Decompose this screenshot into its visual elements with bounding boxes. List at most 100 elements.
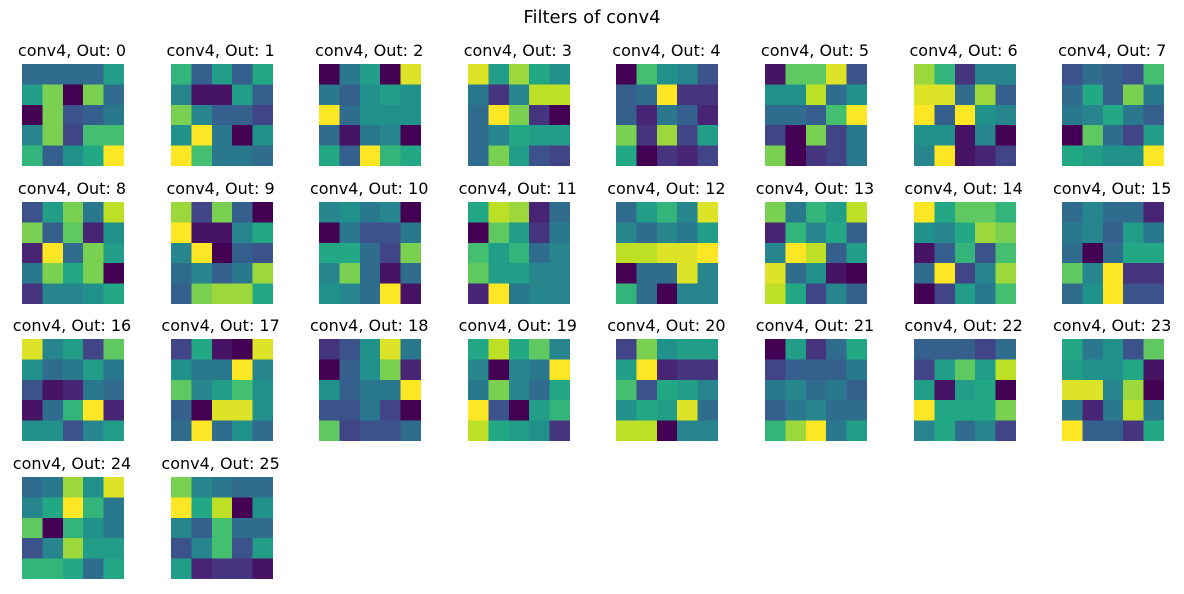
heatmap-cell [190, 558, 212, 579]
heatmap-cell [62, 497, 84, 519]
heatmap-cell [488, 64, 510, 85]
heatmap-cell [170, 537, 192, 559]
heatmap-cell [954, 84, 976, 106]
heatmap-cell [467, 283, 489, 304]
heatmap-cell [103, 497, 124, 519]
heatmap-cell [1123, 64, 1145, 85]
heatmap-cell [657, 104, 678, 126]
heatmap-cell [231, 283, 253, 304]
heatmap-cell [765, 262, 786, 284]
heatmap-cell [103, 262, 124, 284]
heatmap [170, 64, 273, 166]
heatmap-cell [42, 84, 64, 106]
heatmap-cell [826, 339, 848, 360]
heatmap-cell [170, 84, 192, 106]
heatmap-cell [231, 242, 253, 264]
heatmap-cell [616, 242, 638, 264]
panel-title: conv4, Out: 25 [161, 453, 280, 473]
heatmap-cell [103, 537, 124, 559]
heatmap-cell [785, 420, 807, 442]
heatmap-cell [1123, 125, 1145, 147]
heatmap-cell [1143, 104, 1165, 126]
heatmap-cell [974, 145, 996, 166]
heatmap-cell [211, 221, 233, 243]
heatmap-cell [528, 379, 550, 401]
heatmap-cell [400, 262, 422, 284]
heatmap-cell [62, 84, 84, 106]
heatmap-cell [190, 64, 212, 85]
heatmap-cell [1123, 359, 1145, 381]
heatmap-cell [697, 262, 719, 284]
heatmap-cell [62, 379, 84, 401]
heatmap-cell [22, 558, 43, 579]
heatmap-cell [1082, 242, 1104, 264]
heatmap-cell [22, 242, 43, 264]
heatmap-cell [83, 125, 105, 147]
heatmap-cell [22, 400, 43, 422]
heatmap-cell [1123, 145, 1145, 166]
heatmap-cell [933, 201, 955, 223]
heatmap-cell [785, 104, 807, 126]
heatmap-cell [846, 221, 867, 243]
heatmap [765, 64, 867, 166]
heatmap-cell [697, 242, 719, 264]
heatmap [22, 476, 124, 579]
heatmap-cell [1082, 359, 1104, 381]
heatmap-cell [380, 201, 402, 223]
heatmap-cell [231, 339, 253, 360]
heatmap-cell [190, 201, 212, 223]
panel-title: conv4, Out: 12 [607, 178, 726, 198]
heatmap-cell [103, 476, 124, 498]
heatmap-cell [954, 400, 976, 422]
heatmap-cell [846, 242, 867, 264]
heatmap-cell [974, 84, 996, 106]
heatmap [765, 339, 867, 442]
heatmap [467, 201, 570, 304]
heatmap [1062, 64, 1165, 166]
heatmap-cell [954, 64, 976, 85]
heatmap-cell [697, 283, 719, 304]
heatmap-cell [231, 400, 253, 422]
heatmap-cell [1062, 125, 1083, 147]
heatmap-cell [528, 242, 550, 264]
heatmap-cell [765, 125, 786, 147]
heatmap-cell [488, 379, 510, 401]
heatmap-cell [1143, 262, 1165, 284]
heatmap-cell [319, 339, 340, 360]
heatmap-cell [933, 64, 955, 85]
heatmap-cell [170, 420, 192, 442]
heatmap-cell [785, 400, 807, 422]
heatmap-cell [913, 262, 935, 284]
heatmap-cell [190, 497, 212, 519]
heatmap-cell [319, 125, 340, 147]
heatmap-cell [467, 242, 489, 264]
heatmap-cell [677, 283, 699, 304]
heatmap-cell [657, 242, 678, 264]
filter-panel: conv4, Out: 23 [1037, 316, 1184, 456]
heatmap-cell [1062, 359, 1083, 381]
heatmap-cell [826, 104, 848, 126]
heatmap-cell [528, 221, 550, 243]
heatmap-cell [549, 400, 570, 422]
heatmap-cell [62, 262, 84, 284]
heatmap-cell [319, 262, 340, 284]
heatmap-cell [1102, 125, 1124, 147]
heatmap-cell [380, 104, 402, 126]
heatmap-cell [528, 339, 550, 360]
heatmap-cell [785, 379, 807, 401]
heatmap-cell [83, 64, 105, 85]
heatmap-cell [42, 145, 64, 166]
heatmap-cell [549, 242, 570, 264]
heatmap-cell [1143, 339, 1165, 360]
heatmap-cell [252, 104, 273, 126]
heatmap-cell [677, 64, 699, 85]
heatmap-cell [62, 283, 84, 304]
heatmap-cell [1082, 420, 1104, 442]
heatmap-cell [42, 125, 64, 147]
heatmap-cell [1102, 104, 1124, 126]
heatmap-cell [488, 339, 510, 360]
heatmap-cell [62, 64, 84, 85]
heatmap-cell [528, 420, 550, 442]
heatmap-cell [42, 558, 64, 579]
heatmap-cell [103, 379, 124, 401]
